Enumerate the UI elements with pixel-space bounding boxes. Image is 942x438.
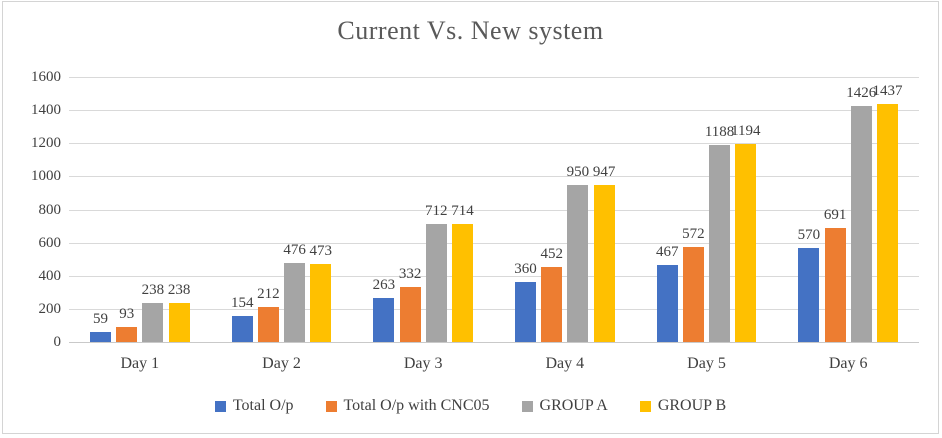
legend-item: Total O/p — [214, 397, 294, 415]
legend-label: GROUP B — [657, 397, 727, 414]
data-label: 452 — [540, 246, 563, 263]
data-label: 1188 — [704, 124, 735, 141]
data-label: 691 — [823, 206, 847, 223]
gridline-1200 — [69, 143, 919, 145]
legend-item: Total O/p with CNC05 — [325, 397, 490, 415]
bar-group-a — [709, 145, 731, 342]
y-axis-tick-label: 400 — [38, 267, 62, 284]
data-label: 332 — [398, 266, 422, 282]
y-axis-tick-label: 1200 — [31, 135, 61, 152]
data-label: 714 — [451, 202, 474, 219]
data-label: 263 — [372, 277, 396, 294]
data-label: 1437 — [872, 82, 903, 99]
bar-total-o-p — [90, 332, 112, 342]
gridline-0 — [69, 342, 919, 343]
legend-swatch — [325, 400, 337, 412]
legend-swatch — [214, 400, 226, 412]
legend-swatch — [639, 400, 651, 412]
data-label: 1426 — [846, 84, 877, 101]
bar-total-o-p-with-cnc05 — [541, 267, 563, 342]
bar-total-o-p — [656, 264, 678, 342]
gridline-800 — [69, 209, 919, 211]
y-axis-tick-label: 200 — [38, 300, 62, 317]
legend-item: GROUP A — [521, 397, 608, 415]
plot-area: 0 200 400 600 800 1000 1200 1400 1600 Day 1 59 93 23… — [31, 69, 919, 372]
bar-group-b — [168, 302, 190, 342]
data-label: 473 — [309, 242, 333, 259]
bar-total-o-p-with-cnc05 — [399, 287, 421, 342]
bar-group-b — [451, 223, 473, 342]
x-axis-category-label: Day 5 — [687, 355, 726, 372]
gridline-200 — [69, 308, 919, 310]
data-label: 947 — [592, 164, 616, 181]
legend-label: Total O/p with CNC05 — [343, 397, 490, 414]
x-axis-category-label: Day 6 — [828, 355, 868, 372]
gridline-1400 — [69, 110, 919, 112]
bar-total-o-p-with-cnc05 — [257, 306, 279, 342]
bar-group-a — [284, 263, 306, 342]
x-axis-category-label: Day 4 — [545, 355, 585, 372]
gridline-600 — [69, 242, 919, 244]
data-label: 238 — [167, 281, 191, 298]
legend-label: Total O/p — [232, 397, 294, 414]
gridline-400 — [69, 275, 919, 277]
data-label: 476 — [283, 242, 306, 259]
bar-group-a — [567, 184, 589, 342]
gridline-1600 — [69, 77, 919, 78]
y-axis-tick-label: 600 — [38, 234, 62, 251]
bar-total-o-p — [515, 282, 537, 342]
data-label: 950 — [566, 163, 590, 180]
bar-total-o-p-with-cnc05 — [682, 247, 704, 342]
data-label: 154 — [230, 295, 254, 312]
data-label: 93 — [119, 305, 135, 322]
bar-total-o-p-with-cnc05 — [116, 326, 138, 342]
bar-total-o-p-with-cnc05 — [824, 227, 846, 342]
chart-legend: Total O/p Total O/p with CNC05 GROUP A GROU… — [3, 397, 938, 415]
bar-total-o-p — [231, 316, 253, 342]
data-label: 712 — [425, 203, 448, 220]
y-axis-tick-label: 1400 — [31, 102, 61, 119]
bar-total-o-p — [798, 247, 820, 342]
data-label: 570 — [797, 226, 821, 243]
x-axis-category-label: Day 2 — [262, 355, 301, 372]
chart-title: Current Vs. New system — [337, 16, 604, 45]
data-label: 572 — [682, 226, 705, 243]
legend-label: GROUP A — [539, 397, 608, 414]
data-label: 467 — [655, 243, 679, 260]
bar-group-a — [142, 302, 164, 342]
data-label: 212 — [257, 285, 280, 302]
x-axis-category-label: Day 1 — [120, 355, 160, 372]
bar-group-b — [310, 263, 332, 342]
bar-group-b — [735, 144, 757, 342]
gridline-1000 — [69, 176, 919, 178]
legend-swatch — [521, 400, 533, 412]
bar-group-a — [425, 224, 447, 342]
data-label: 360 — [514, 261, 537, 278]
data-label: 1194 — [731, 123, 761, 140]
bar-group-b — [876, 103, 898, 342]
data-label: 59 — [93, 311, 109, 328]
bar-total-o-p — [373, 298, 395, 342]
bar-group-b — [593, 185, 615, 342]
legend-item: GROUP B — [639, 397, 727, 415]
y-axis-tick-label: 1600 — [31, 69, 61, 85]
y-axis-tick-label: 0 — [53, 334, 62, 350]
bar-group-a — [850, 105, 872, 342]
x-axis-category-label: Day 3 — [403, 355, 443, 372]
y-axis-tick-label: 1000 — [31, 168, 61, 185]
data-label: 238 — [141, 281, 165, 298]
y-axis-tick-label: 800 — [38, 201, 62, 218]
